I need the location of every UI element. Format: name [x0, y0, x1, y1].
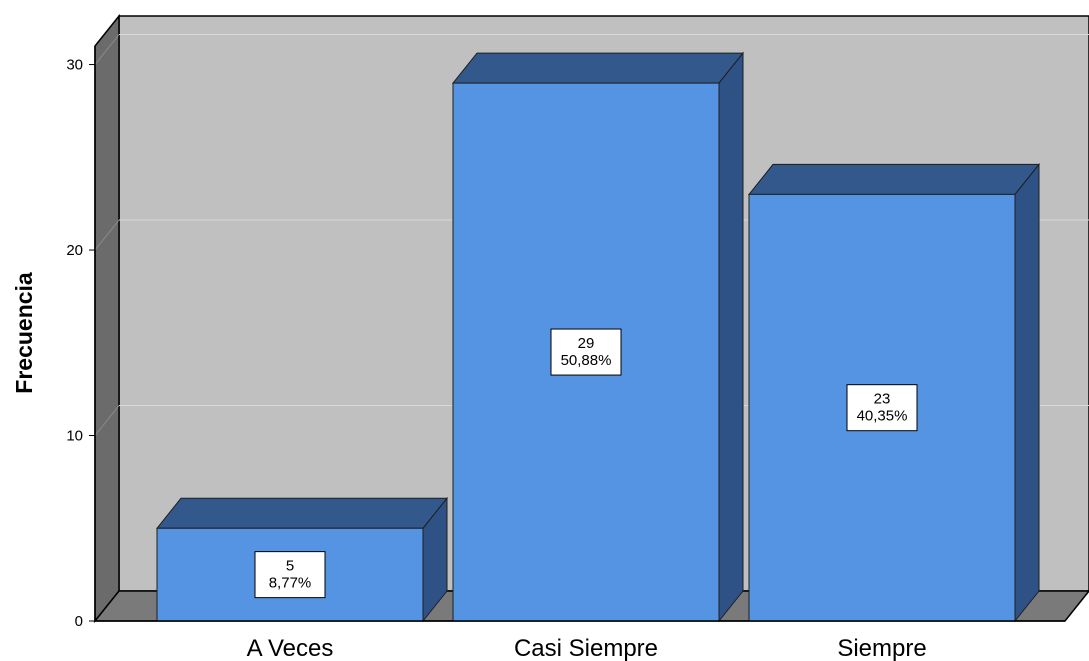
bar-side [1014, 162, 1040, 623]
data-label-box [254, 551, 326, 599]
data-label-count: 23 [874, 391, 891, 408]
y-tick-label: 10 [66, 428, 83, 445]
y-tick-label: 30 [66, 57, 83, 74]
x-category-label: Siempre [837, 635, 926, 661]
bar-top [155, 497, 449, 529]
data-label-percent: 8,77% [269, 575, 312, 592]
gridline-side [94, 219, 120, 251]
x-axis: A Veces Casi Siempre Siempre [95, 620, 1065, 661]
x-category-label: Casi Siempre [514, 635, 658, 661]
left-wall [94, 13, 120, 624]
y-axis: 0 10 20 30 [66, 46, 96, 630]
data-label-count: 5 [286, 558, 294, 575]
y-tick-label: 0 [75, 613, 83, 630]
data-label-box [846, 384, 918, 432]
gridline-side [94, 405, 120, 436]
bar-casi-siempre [451, 51, 745, 623]
data-label-percent: 40,35% [857, 408, 908, 425]
data-label-count: 29 [578, 335, 595, 352]
bar-top [747, 163, 1041, 195]
bar-side [718, 51, 744, 623]
y-axis-label: Frecuencia [11, 272, 37, 394]
bar-top [451, 52, 745, 84]
y-tick-label: 20 [66, 242, 83, 259]
data-label: 58,77% [254, 551, 326, 599]
data-label-percent: 50,88% [561, 352, 612, 369]
gridline-side [94, 34, 120, 65]
x-category-label: A Veces [247, 635, 334, 661]
data-label-box [550, 328, 622, 376]
